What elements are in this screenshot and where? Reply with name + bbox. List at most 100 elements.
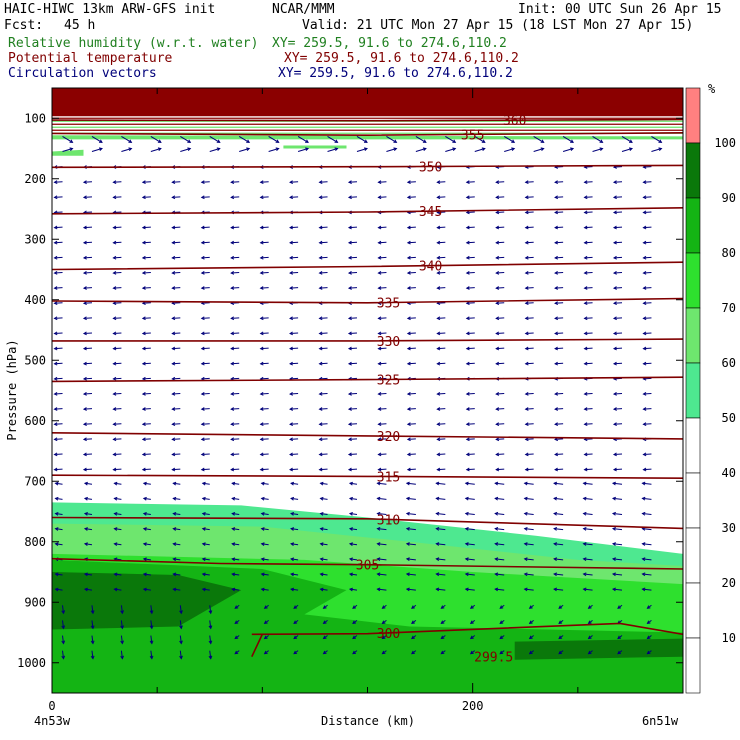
vector-397 <box>612 407 623 411</box>
vector-213 <box>141 286 151 290</box>
vector-207 <box>583 271 593 275</box>
vector-631 <box>83 587 93 592</box>
y-axis-label: Pressure (hPa) <box>5 339 19 440</box>
vector-79 <box>524 180 534 184</box>
vector-562 <box>523 527 534 531</box>
vector-598 <box>348 557 358 562</box>
fcst-value: 45 h <box>64 18 95 33</box>
vector-250 <box>612 301 623 305</box>
vector-372 <box>495 392 505 396</box>
vector-606 <box>582 557 593 562</box>
vector-38 <box>562 147 575 153</box>
vector-314 <box>642 346 652 351</box>
vector-732 <box>587 650 593 655</box>
vector-256 <box>171 316 181 321</box>
vector-525 <box>54 512 63 516</box>
vector-181 <box>436 255 446 260</box>
vector-469 <box>259 467 269 472</box>
vector-103 <box>612 195 623 200</box>
vector-227 <box>554 286 564 290</box>
rh-region-8 <box>52 149 84 156</box>
org-label: NCAR/MMM <box>272 2 335 17</box>
vector-518 <box>464 496 475 501</box>
vector-278 <box>200 331 210 336</box>
vector-435 <box>495 437 505 442</box>
theta-contour-315 <box>52 474 683 479</box>
colorbar-label-100: 100 <box>714 136 736 150</box>
vector-19 <box>621 135 633 143</box>
vector-251 <box>642 301 652 305</box>
vector-492 <box>319 481 328 486</box>
theta-contour-325 <box>52 376 683 383</box>
vector-123 <box>583 210 593 215</box>
vector-636 <box>231 587 240 592</box>
vector-697 <box>179 635 183 645</box>
theta-contour-350 <box>52 164 683 169</box>
vector-647 <box>553 587 564 592</box>
vector-665 <box>469 604 476 609</box>
vector-730 <box>528 650 534 655</box>
vector-35 <box>474 147 486 153</box>
vector-427 <box>259 437 269 442</box>
vector-702 <box>322 635 328 640</box>
vector-482 <box>642 467 652 472</box>
vector-530 <box>201 512 210 516</box>
vector-481 <box>612 467 623 472</box>
vector-592 <box>172 557 181 562</box>
vector-64 <box>82 180 92 184</box>
vector-630 <box>54 587 63 592</box>
vector-291 <box>583 331 593 336</box>
vector-161 <box>465 240 475 245</box>
vector-403 <box>171 422 181 426</box>
vector-558 <box>405 527 416 531</box>
theta-contour-340 <box>52 261 683 271</box>
vector-119 <box>465 210 475 215</box>
vector-596 <box>290 557 299 562</box>
vector-6 <box>238 135 251 143</box>
vector-410 <box>377 422 387 426</box>
vector-122 <box>554 210 564 215</box>
vector-247 <box>524 301 534 305</box>
vector-323 <box>289 361 299 366</box>
vector-531 <box>231 512 240 516</box>
vector-33 <box>415 147 427 153</box>
vector-458 <box>554 452 564 457</box>
vector-447 <box>230 452 240 457</box>
vector-425 <box>200 437 210 442</box>
vector-296 <box>112 346 122 351</box>
top-band <box>52 88 683 134</box>
vector-624 <box>494 572 505 577</box>
init-time: Init: 00 UTC Sun 26 Apr 15 <box>518 2 722 17</box>
vector-133 <box>259 225 269 230</box>
vector-159 <box>406 240 416 245</box>
vector-294 <box>53 346 63 351</box>
vector-565 <box>611 527 623 531</box>
vector-676 <box>179 620 183 630</box>
vector-316 <box>82 361 92 366</box>
colorbar-bin-0 <box>685 87 701 144</box>
vector-472 <box>347 467 358 472</box>
vector-570 <box>142 542 151 546</box>
vector-441 <box>53 452 63 457</box>
vector-165 <box>583 240 593 245</box>
y-tick-label-300: 300 <box>24 232 46 246</box>
vector-306 <box>406 346 416 351</box>
vector-667 <box>528 604 534 609</box>
vector-384 <box>230 407 240 411</box>
vector-73 <box>347 180 358 184</box>
vector-215 <box>200 286 210 290</box>
rh-region-4 <box>52 572 242 630</box>
vector-406 <box>259 422 269 426</box>
vector-711 <box>587 635 593 640</box>
vector-88 <box>171 195 181 200</box>
vector-575 <box>290 542 299 546</box>
vector-685 <box>440 620 446 625</box>
vector-526 <box>83 512 93 516</box>
vector-620 <box>376 572 387 577</box>
vector-202 <box>436 271 446 275</box>
vector-170 <box>112 255 122 260</box>
vector-169 <box>82 255 92 260</box>
vector-381 <box>141 407 151 411</box>
rh-region-6 <box>514 638 683 660</box>
